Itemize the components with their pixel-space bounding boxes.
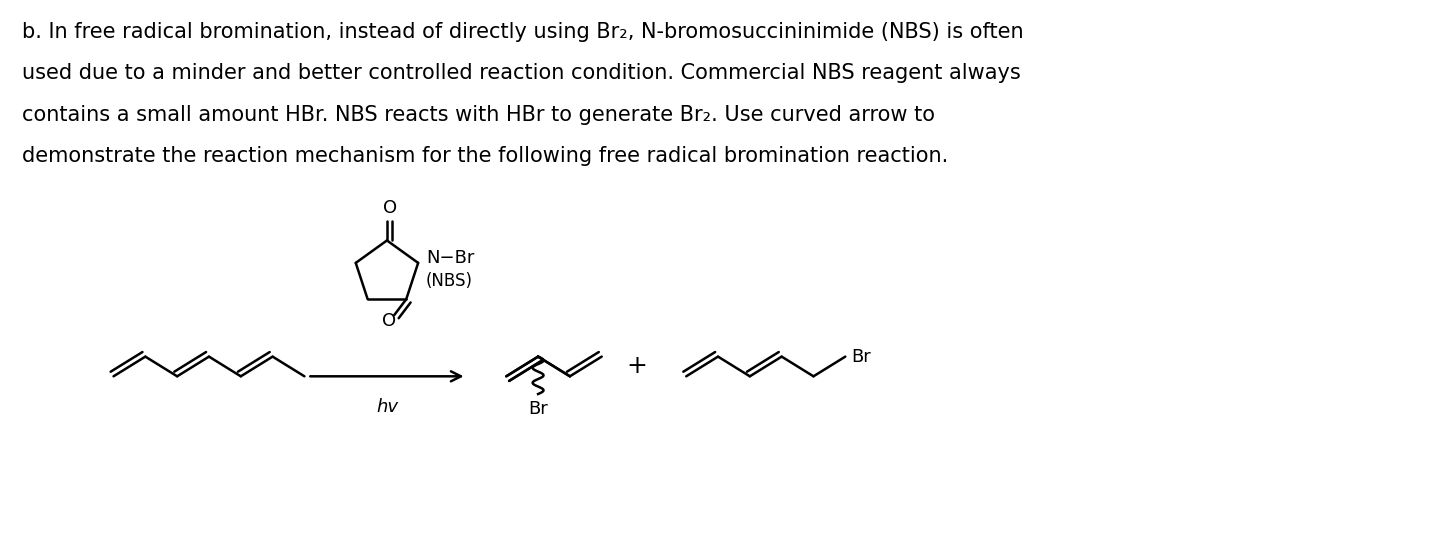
- Text: b. In free radical bromination, instead of directly using Br₂, N-bromosuccininim: b. In free radical bromination, instead …: [22, 22, 1024, 42]
- Text: (NBS): (NBS): [426, 272, 473, 289]
- Text: used due to a minder and better controlled reaction condition. Commercial NBS re: used due to a minder and better controll…: [22, 63, 1021, 83]
- Text: O: O: [382, 199, 397, 217]
- Text: Br: Br: [529, 400, 547, 418]
- Text: N−Br: N−Br: [426, 249, 475, 267]
- Text: O: O: [382, 312, 397, 330]
- Text: Br: Br: [851, 348, 872, 366]
- Text: demonstrate the reaction mechanism for the following free radical bromination re: demonstrate the reaction mechanism for t…: [22, 146, 948, 166]
- Text: +: +: [626, 355, 647, 378]
- Text: hv: hv: [376, 398, 398, 416]
- Text: contains a small amount HBr. NBS reacts with HBr to generate Br₂. Use curved arr: contains a small amount HBr. NBS reacts …: [22, 104, 935, 125]
